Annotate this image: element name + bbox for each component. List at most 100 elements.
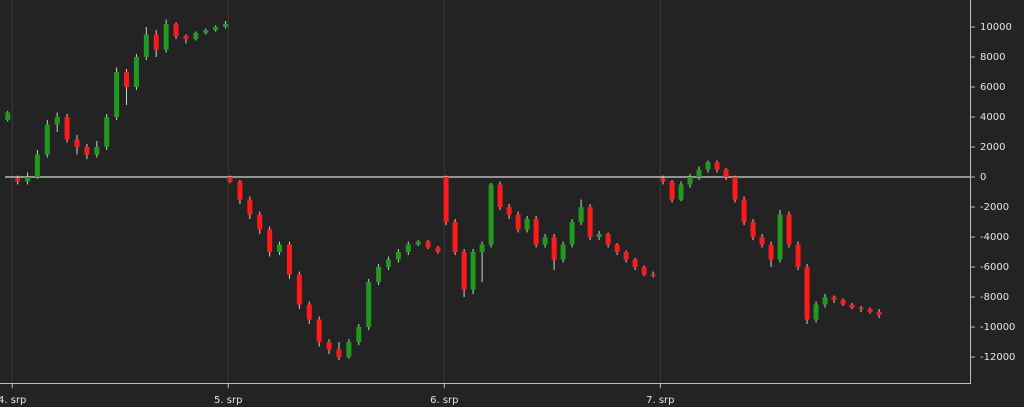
candle-body [84,147,90,155]
candle-body [696,169,702,178]
candle-body [786,214,792,245]
candle-body [632,259,638,268]
candle-body [515,214,521,230]
candle-body [223,24,229,28]
candle-body [203,30,209,34]
candle-body [366,282,372,328]
candle-body [34,154,40,178]
candle-body [193,33,199,40]
candle-body [461,252,467,290]
candle-body [306,304,312,320]
y-tick-label: 6000 [980,82,1005,93]
candle-body [587,207,593,238]
candle-body [614,244,620,253]
candle-body [376,267,382,283]
candle-body [104,117,110,148]
candle-body [183,36,189,40]
candle-body [237,181,243,200]
candle-body [876,312,882,316]
candle-body [569,222,575,245]
candle-body [678,184,684,200]
candle-body [497,184,503,208]
candle-body [54,117,60,125]
candle-body [153,34,159,50]
candle-body [714,162,720,170]
candle-body [356,327,362,343]
candle-body [336,349,342,358]
candle-body [822,297,828,305]
candle-body [479,244,485,253]
candle-body [741,199,747,223]
candle-body [395,252,401,260]
candle-body [133,57,139,88]
candle-body [213,27,219,31]
candle-body [415,241,421,245]
candle-body [346,342,352,358]
y-tick-label: 0 [980,172,986,183]
candle-body [286,244,292,275]
candle-body [858,307,864,310]
x-tick-label: 4. srp [0,395,26,406]
y-tick-label: -6000 [980,262,1009,273]
candle-body [669,181,675,200]
y-tick-label: -12000 [980,352,1015,363]
candle-body [326,342,332,350]
candle-body [64,117,70,140]
candle-body [542,237,548,245]
candle-body [316,319,322,343]
candle-body [227,177,233,182]
candle-body [723,169,729,178]
candle-body [385,259,391,268]
candle-body [560,244,566,260]
candle-body [813,304,819,320]
candle-body [605,234,611,245]
candle-body [623,252,629,260]
candle-body [114,72,120,118]
candle-body [435,247,441,253]
candle-body [277,244,283,253]
candle-body [488,184,494,245]
candle-body [247,199,253,215]
y-tick-label: 10000 [980,22,1012,33]
candle-body [849,304,855,308]
candle-body [551,237,557,260]
candle-body [524,219,530,230]
candle-body [94,147,100,155]
candle-body [578,207,584,223]
y-tick-label: -2000 [980,202,1009,213]
candle-body [804,267,810,320]
candle-body [425,241,431,248]
candle-body [506,207,512,215]
candle-body [650,274,656,277]
candle-body [759,237,765,245]
y-tick-label: -4000 [980,232,1009,243]
candle-body [867,309,873,313]
candle-body [143,34,149,58]
candle-body [533,219,539,245]
x-tick-label: 5. srp [214,395,242,406]
y-tick-label: 8000 [980,52,1005,63]
candle-body [267,229,273,253]
candle-body [257,214,263,230]
candle-body [660,178,666,182]
candle-body [5,112,11,121]
x-tick-label: 6. srp [430,395,458,406]
candle-body [44,124,50,155]
candle-body [163,24,169,50]
candle-body [296,274,302,305]
candle-body [831,297,837,301]
candle-body [405,244,411,253]
candle-body [732,177,738,200]
candle-body [74,139,80,148]
candle-body [124,72,130,88]
candle-body [443,177,449,223]
candle-body [25,177,31,182]
candle-body [15,178,21,182]
candle-body [705,162,711,170]
candle-body [795,244,801,268]
candle-body [687,177,693,185]
candle-body [768,244,774,260]
candle-body [173,24,179,37]
